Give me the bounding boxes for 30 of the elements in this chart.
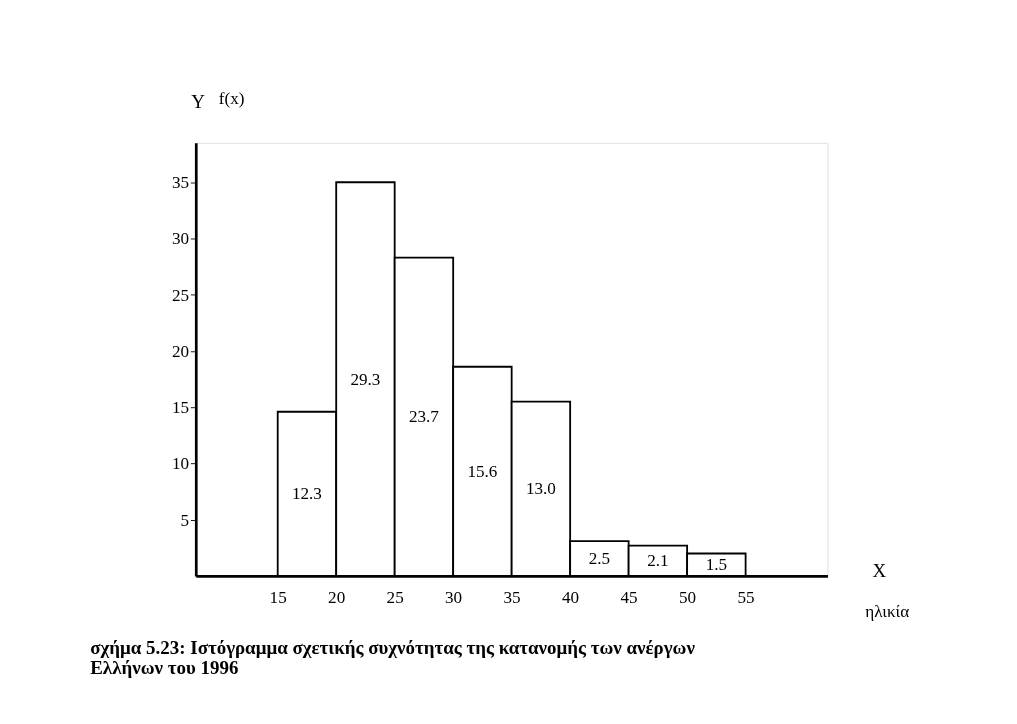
- y-tick-label: 5: [180, 510, 190, 530]
- text: X: [872, 559, 887, 581]
- text: Y: [191, 90, 206, 112]
- x-tick-label: 25: [386, 587, 404, 607]
- annotation: 29.3: [350, 369, 381, 389]
- annotation: 23.7: [408, 407, 440, 427]
- text: Ελλήνων του 1996: [90, 657, 239, 679]
- text: σχήμα 5.23: Ιστόγραμμα σχετικής συχνότητας της κατανομής των ανέργων: [90, 636, 695, 658]
- x-tick-label: 55: [737, 587, 755, 607]
- y-tick-label: 30: [171, 229, 190, 249]
- annotation: 13.0: [525, 479, 556, 499]
- annotation: 15.6: [467, 461, 498, 481]
- annotation: 2.5: [588, 548, 611, 568]
- x-tick-label: 20: [328, 587, 346, 607]
- x-tick-label: 15: [269, 587, 287, 607]
- y-axis-title: f(x): [218, 88, 245, 108]
- x-tick-label: 40: [562, 587, 580, 607]
- annotation: 1.5: [705, 555, 728, 575]
- annotation: 2.1: [647, 551, 669, 571]
- x-axis-title: ηλικία: [865, 602, 910, 622]
- y-tick-label: 15: [171, 398, 190, 418]
- x-tick-label: 45: [620, 587, 638, 607]
- y-tick-label: 35: [171, 173, 190, 193]
- y-tick-label: 10: [171, 454, 190, 474]
- x-tick-label: 35: [503, 587, 521, 607]
- x-tick-label: 50: [679, 587, 697, 607]
- x-tick-label: 30: [445, 587, 463, 607]
- y-tick-label: 25: [171, 285, 190, 305]
- annotation: 12.3: [291, 484, 322, 504]
- y-tick-label: 20: [171, 341, 190, 361]
